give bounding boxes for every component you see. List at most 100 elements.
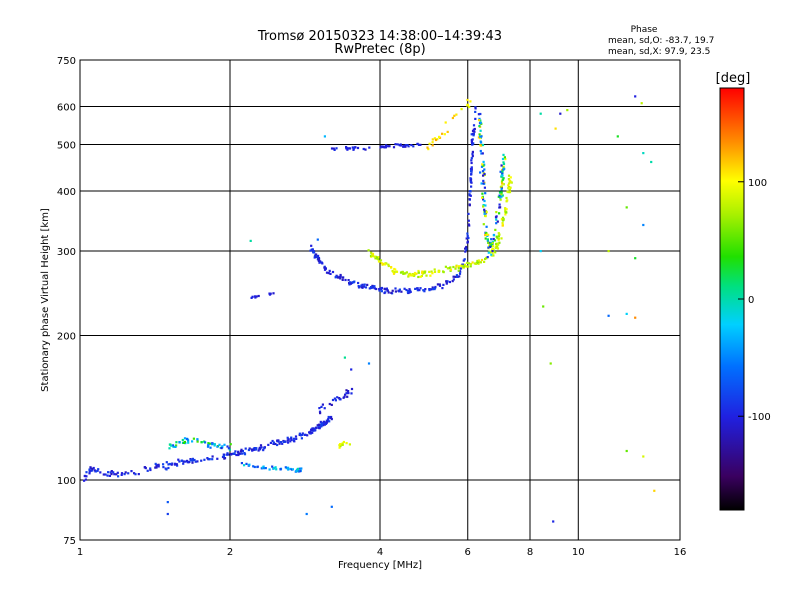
data-point bbox=[505, 211, 508, 214]
data-point bbox=[416, 287, 419, 290]
data-point bbox=[500, 191, 503, 194]
data-point bbox=[327, 272, 330, 275]
data-point bbox=[244, 447, 247, 450]
data-point bbox=[319, 412, 322, 415]
data-point bbox=[500, 186, 503, 189]
data-point bbox=[380, 262, 383, 265]
data-point bbox=[502, 161, 505, 164]
data-point bbox=[552, 520, 555, 523]
data-point bbox=[442, 270, 445, 273]
data-point bbox=[350, 387, 354, 391]
data-point bbox=[502, 153, 505, 156]
data-point bbox=[277, 439, 280, 442]
data-point bbox=[182, 460, 185, 463]
data-point bbox=[272, 292, 275, 295]
data-point bbox=[457, 269, 460, 272]
data-point bbox=[339, 277, 342, 280]
data-point bbox=[291, 468, 294, 471]
data-point bbox=[89, 466, 92, 469]
data-point bbox=[353, 146, 356, 149]
data-point bbox=[459, 267, 463, 270]
data-point bbox=[392, 272, 396, 275]
data-point bbox=[200, 441, 203, 444]
data-point bbox=[486, 256, 489, 259]
data-point bbox=[500, 218, 503, 221]
data-point bbox=[470, 166, 473, 169]
data-point bbox=[339, 273, 342, 277]
data-point bbox=[482, 182, 485, 185]
data-point bbox=[487, 246, 490, 249]
data-point bbox=[508, 191, 512, 194]
data-point bbox=[503, 156, 506, 159]
data-point bbox=[341, 276, 344, 279]
data-point bbox=[175, 444, 178, 447]
data-point bbox=[262, 449, 265, 452]
data-point bbox=[492, 249, 495, 252]
data-point bbox=[250, 296, 253, 299]
data-point bbox=[452, 278, 455, 281]
data-point bbox=[323, 135, 326, 138]
data-point bbox=[331, 270, 335, 274]
data-point bbox=[456, 275, 459, 278]
data-point bbox=[382, 262, 385, 265]
data-point bbox=[469, 178, 472, 182]
data-point bbox=[321, 403, 324, 406]
data-point bbox=[313, 251, 316, 254]
data-point bbox=[492, 234, 495, 237]
data-point bbox=[482, 204, 485, 207]
data-point bbox=[625, 206, 628, 209]
data-point bbox=[305, 512, 308, 516]
data-point bbox=[471, 132, 475, 135]
data-point bbox=[255, 295, 258, 298]
data-point bbox=[154, 462, 157, 465]
data-point bbox=[328, 402, 331, 406]
data-point bbox=[209, 446, 212, 449]
data-point bbox=[259, 444, 263, 447]
data-point bbox=[367, 362, 371, 365]
data-point bbox=[455, 265, 458, 268]
data-point bbox=[499, 196, 502, 199]
data-point bbox=[474, 262, 478, 265]
data-point bbox=[385, 262, 388, 265]
data-point bbox=[468, 198, 471, 201]
data-point bbox=[289, 467, 292, 471]
data-point bbox=[486, 238, 489, 241]
y-tick-label: 400 bbox=[57, 187, 76, 198]
data-point bbox=[501, 157, 505, 161]
data-point bbox=[387, 263, 390, 266]
data-point bbox=[634, 257, 637, 260]
data-point bbox=[387, 264, 390, 268]
data-point bbox=[465, 237, 468, 240]
data-point bbox=[191, 440, 194, 443]
data-point bbox=[174, 445, 177, 448]
data-point bbox=[452, 275, 455, 278]
data-point bbox=[254, 448, 258, 451]
data-point bbox=[134, 473, 137, 476]
data-point bbox=[501, 222, 504, 225]
data-point bbox=[467, 236, 470, 240]
data-point bbox=[484, 237, 487, 240]
data-point bbox=[146, 469, 149, 472]
data-point bbox=[403, 287, 406, 290]
data-point bbox=[413, 271, 417, 275]
data-point bbox=[482, 160, 485, 163]
y-tick-label: 750 bbox=[57, 56, 76, 67]
data-point bbox=[467, 219, 470, 222]
data-point bbox=[497, 239, 500, 242]
data-point bbox=[423, 271, 426, 274]
data-point bbox=[616, 135, 619, 138]
data-point bbox=[88, 470, 91, 473]
data-point bbox=[347, 390, 350, 393]
data-point bbox=[263, 447, 266, 450]
y-tick-labels: 75 100 200 300 400 500 600 750 bbox=[57, 56, 76, 547]
data-point bbox=[496, 247, 500, 250]
data-point bbox=[298, 433, 301, 436]
data-point bbox=[506, 199, 509, 202]
data-point bbox=[316, 238, 319, 241]
data-point bbox=[298, 432, 301, 435]
data-point bbox=[157, 465, 160, 468]
data-point bbox=[344, 278, 347, 282]
data-point bbox=[408, 291, 411, 294]
data-point bbox=[501, 178, 505, 181]
data-point bbox=[295, 437, 298, 440]
